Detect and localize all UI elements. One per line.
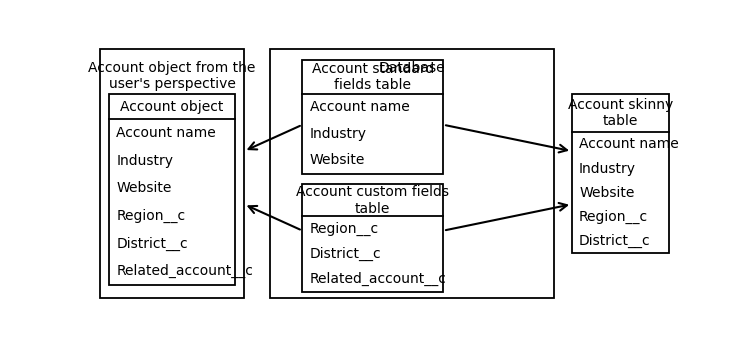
Bar — [302, 60, 443, 174]
Text: Website: Website — [309, 153, 365, 168]
Text: Account standard
fields table: Account standard fields table — [311, 62, 434, 92]
Text: Account object from the
user's perspective: Account object from the user's perspecti… — [88, 61, 256, 91]
Text: Industry: Industry — [116, 153, 173, 168]
Text: Industry: Industry — [309, 127, 367, 141]
Text: Region__c: Region__c — [309, 222, 379, 236]
Text: District__c: District__c — [579, 234, 651, 248]
Text: Region__c: Region__c — [579, 210, 648, 224]
Text: Website: Website — [579, 186, 634, 200]
Text: Related_account__c: Related_account__c — [116, 264, 253, 278]
Bar — [572, 94, 668, 253]
Text: Website: Website — [116, 181, 172, 195]
Text: Account object: Account object — [120, 100, 224, 114]
Text: Account name: Account name — [309, 100, 409, 114]
Text: Account name: Account name — [116, 126, 216, 140]
Text: Related_account__c: Related_account__c — [309, 272, 446, 286]
Bar — [101, 49, 244, 298]
Text: Account skinny
table: Account skinny table — [568, 98, 673, 128]
Text: Industry: Industry — [579, 162, 636, 176]
Text: District__c: District__c — [309, 247, 381, 261]
Text: Account custom fields
table: Account custom fields table — [296, 185, 449, 215]
Text: Region__c: Region__c — [116, 209, 185, 223]
Bar — [302, 184, 443, 292]
Text: Account name: Account name — [579, 138, 679, 151]
Bar — [270, 49, 554, 298]
Text: Database: Database — [379, 61, 446, 75]
Text: District__c: District__c — [116, 236, 187, 250]
Bar — [109, 94, 235, 285]
